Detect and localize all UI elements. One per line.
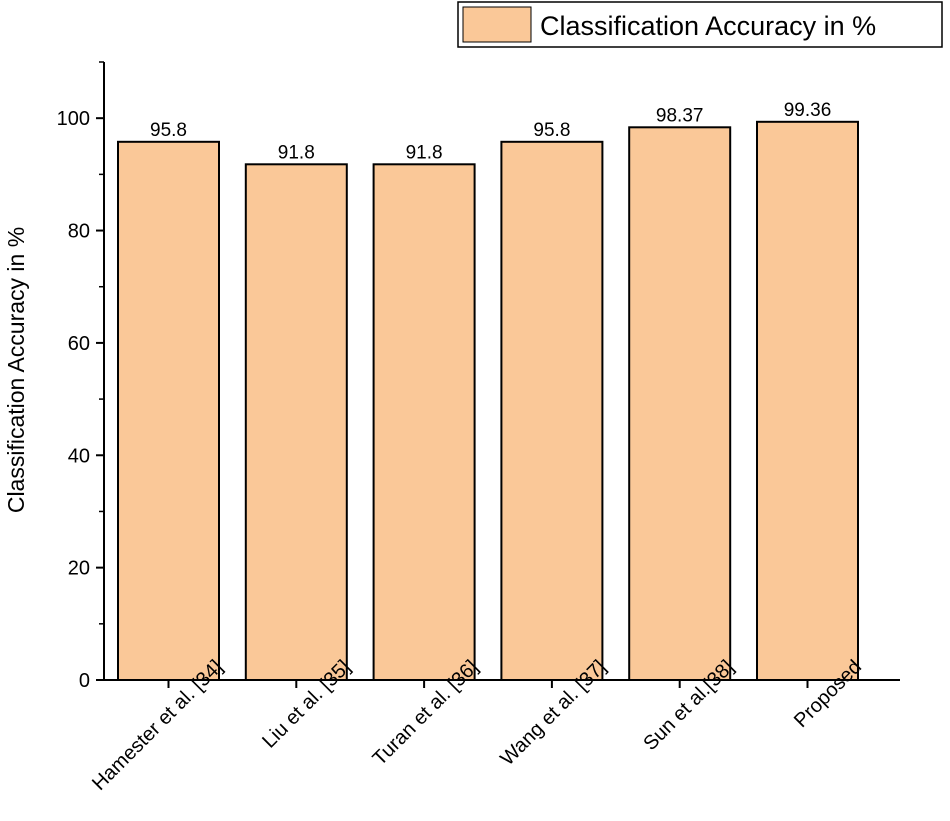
y-axis: 0 20 40 60 80 100	[57, 61, 105, 692]
data-label: 99.36	[784, 100, 832, 121]
bar	[117, 140, 220, 682]
data-label: 91.8	[278, 142, 315, 163]
data-label: 95.8	[533, 120, 570, 141]
y-tick-label: 100	[57, 108, 90, 130]
bar	[500, 140, 604, 682]
data-label: 98.37	[656, 105, 704, 126]
legend-swatch	[462, 6, 532, 43]
bar	[756, 120, 859, 682]
bar	[244, 163, 348, 682]
y-tick-label: 80	[68, 221, 90, 243]
legend: Classification Accuracy in %	[457, 1, 943, 48]
bar	[372, 163, 476, 682]
legend-label: Classification Accuracy in %	[540, 11, 876, 41]
bars-group	[117, 120, 859, 682]
y-tick-label: 40	[68, 445, 90, 467]
legend-box	[457, 1, 943, 48]
y-tick-label: 60	[68, 333, 90, 355]
bar	[628, 126, 732, 682]
data-label: 95.8	[150, 120, 187, 141]
y-tick-label: 0	[79, 670, 90, 692]
y-tick-label: 20	[68, 558, 90, 580]
data-labels-group: 95.8 91.8 91.8 95.8 98.37 99.36	[150, 100, 831, 164]
y-axis-title: Classification Accuracy in %	[3, 227, 29, 513]
data-label: 91.8	[406, 142, 443, 163]
